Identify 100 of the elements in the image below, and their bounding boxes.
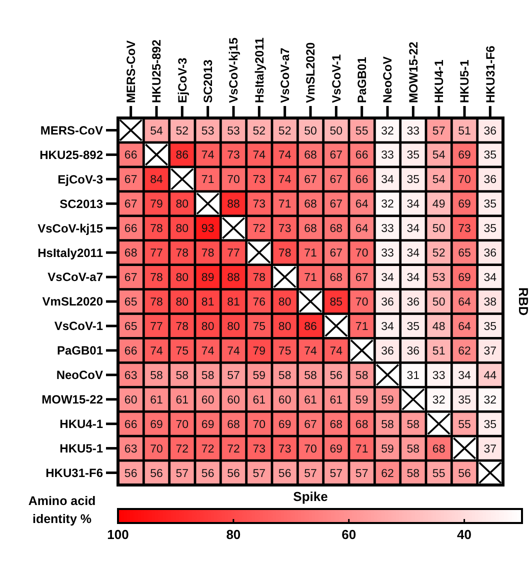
data-label: 62 — [381, 468, 394, 480]
data-label: 48 — [432, 320, 446, 333]
y-tick-label: PaGB01 — [56, 344, 104, 358]
y-tick-label: NeoCoV — [56, 368, 103, 382]
data-label: 85 — [330, 296, 343, 309]
data-label: 32 — [381, 125, 394, 138]
data-label: 58 — [381, 418, 394, 431]
x-tick-label: HKU31-F6 — [483, 45, 498, 103]
data-label: 63 — [124, 370, 138, 382]
data-label: 93 — [201, 223, 214, 236]
x-tick-label: NeoCoV — [380, 56, 395, 103]
data-label: 81 — [227, 296, 240, 309]
data-label: 69 — [458, 198, 471, 211]
data-label: 36 — [381, 296, 394, 309]
data-label: 52 — [278, 125, 292, 138]
data-label: 69 — [201, 418, 214, 431]
data-label: 67 — [304, 418, 317, 431]
data-label: 33 — [406, 125, 420, 138]
data-label: 65 — [124, 320, 138, 333]
data-label: 53 — [201, 125, 214, 138]
data-label: 59 — [381, 394, 394, 406]
y-tick-label: HsItaly2011 — [38, 246, 104, 260]
data-label: 59 — [381, 443, 394, 456]
data-label: 66 — [355, 150, 368, 162]
x-axis-title: Spike — [293, 489, 328, 504]
data-label: 36 — [381, 345, 394, 358]
color-bar-label: 40 — [457, 527, 472, 542]
data-label: 61 — [176, 394, 189, 406]
data-label: 53 — [432, 272, 446, 284]
data-label: 35 — [406, 320, 420, 333]
data-label: 66 — [124, 223, 138, 236]
x-tick-label: HKU25-892 — [150, 39, 164, 103]
data-label: 35 — [406, 174, 420, 186]
data-label: 53 — [227, 125, 240, 138]
data-label: 34 — [406, 198, 420, 211]
data-label: 80 — [227, 320, 240, 333]
data-label: 76 — [252, 296, 266, 309]
data-label: 50 — [330, 125, 343, 138]
x-tick-label: EjCoV-3 — [175, 57, 190, 103]
data-label: 80 — [278, 320, 292, 333]
data-label: 58 — [150, 370, 163, 382]
data-label: 58 — [304, 370, 317, 382]
data-label: 77 — [150, 320, 163, 333]
data-label: 67 — [124, 198, 138, 211]
data-label: 67 — [330, 150, 343, 162]
data-label: 57 — [330, 468, 343, 480]
data-label: 73 — [252, 443, 266, 456]
data-label: 72 — [252, 223, 266, 236]
data-label: 78 — [201, 248, 214, 260]
data-label: 54 — [150, 125, 164, 138]
data-label: 78 — [150, 296, 163, 309]
data-label: 32 — [432, 394, 446, 406]
data-label: 69 — [330, 443, 343, 456]
data-label: 58 — [201, 370, 214, 382]
data-label: 64 — [458, 296, 472, 309]
data-label: 69 — [458, 150, 471, 162]
data-label: 63 — [124, 443, 138, 456]
data-label: 50 — [432, 223, 446, 236]
data-label: 56 — [330, 370, 343, 382]
y-tick-label: VsCoV-1 — [54, 319, 104, 334]
data-label: 35 — [484, 150, 497, 162]
x-tick-label: VsCoV-1 — [329, 54, 344, 103]
y-tick-label: VmSL2020 — [42, 294, 104, 309]
data-label: 36 — [484, 125, 497, 138]
data-label: 68 — [330, 223, 343, 236]
data-label: 66 — [124, 150, 138, 162]
y-tick-label: VsCoV-kj15 — [38, 221, 104, 236]
data-label: 88 — [227, 198, 240, 211]
data-label: 71 — [201, 174, 214, 186]
data-label: 33 — [381, 248, 394, 260]
data-label: 78 — [150, 223, 163, 236]
data-label: 78 — [176, 248, 189, 260]
data-label: 68 — [330, 272, 343, 284]
data-label: 71 — [355, 320, 368, 333]
data-label: 36 — [406, 296, 420, 309]
data-label: 34 — [406, 248, 420, 260]
data-label: 80 — [176, 272, 189, 284]
data-label: 35 — [458, 394, 471, 406]
data-label: 32 — [484, 394, 497, 406]
data-label: 75 — [278, 345, 292, 358]
data-label: 80 — [176, 198, 189, 211]
y-tick-label: HKU4-1 — [60, 417, 104, 432]
y-tick-label: HKU5-1 — [60, 442, 104, 456]
data-label: 81 — [201, 296, 214, 309]
data-label: 73 — [458, 223, 471, 236]
data-label: 78 — [278, 248, 292, 260]
y-tick-label: HKU31-F6 — [46, 466, 104, 480]
data-label: 37 — [484, 443, 497, 456]
data-label: 56 — [278, 468, 292, 480]
data-label: 65 — [124, 296, 138, 309]
color-bar-label: 100 — [107, 527, 129, 542]
data-label: 89 — [201, 272, 214, 284]
data-label: 71 — [278, 198, 292, 211]
data-label: 52 — [432, 248, 446, 260]
data-label: 58 — [355, 370, 368, 382]
data-label: 66 — [124, 345, 138, 358]
data-label: 54 — [432, 150, 446, 162]
data-label: 61 — [252, 394, 266, 406]
data-label: 57 — [432, 125, 446, 138]
data-label: 55 — [458, 418, 471, 431]
